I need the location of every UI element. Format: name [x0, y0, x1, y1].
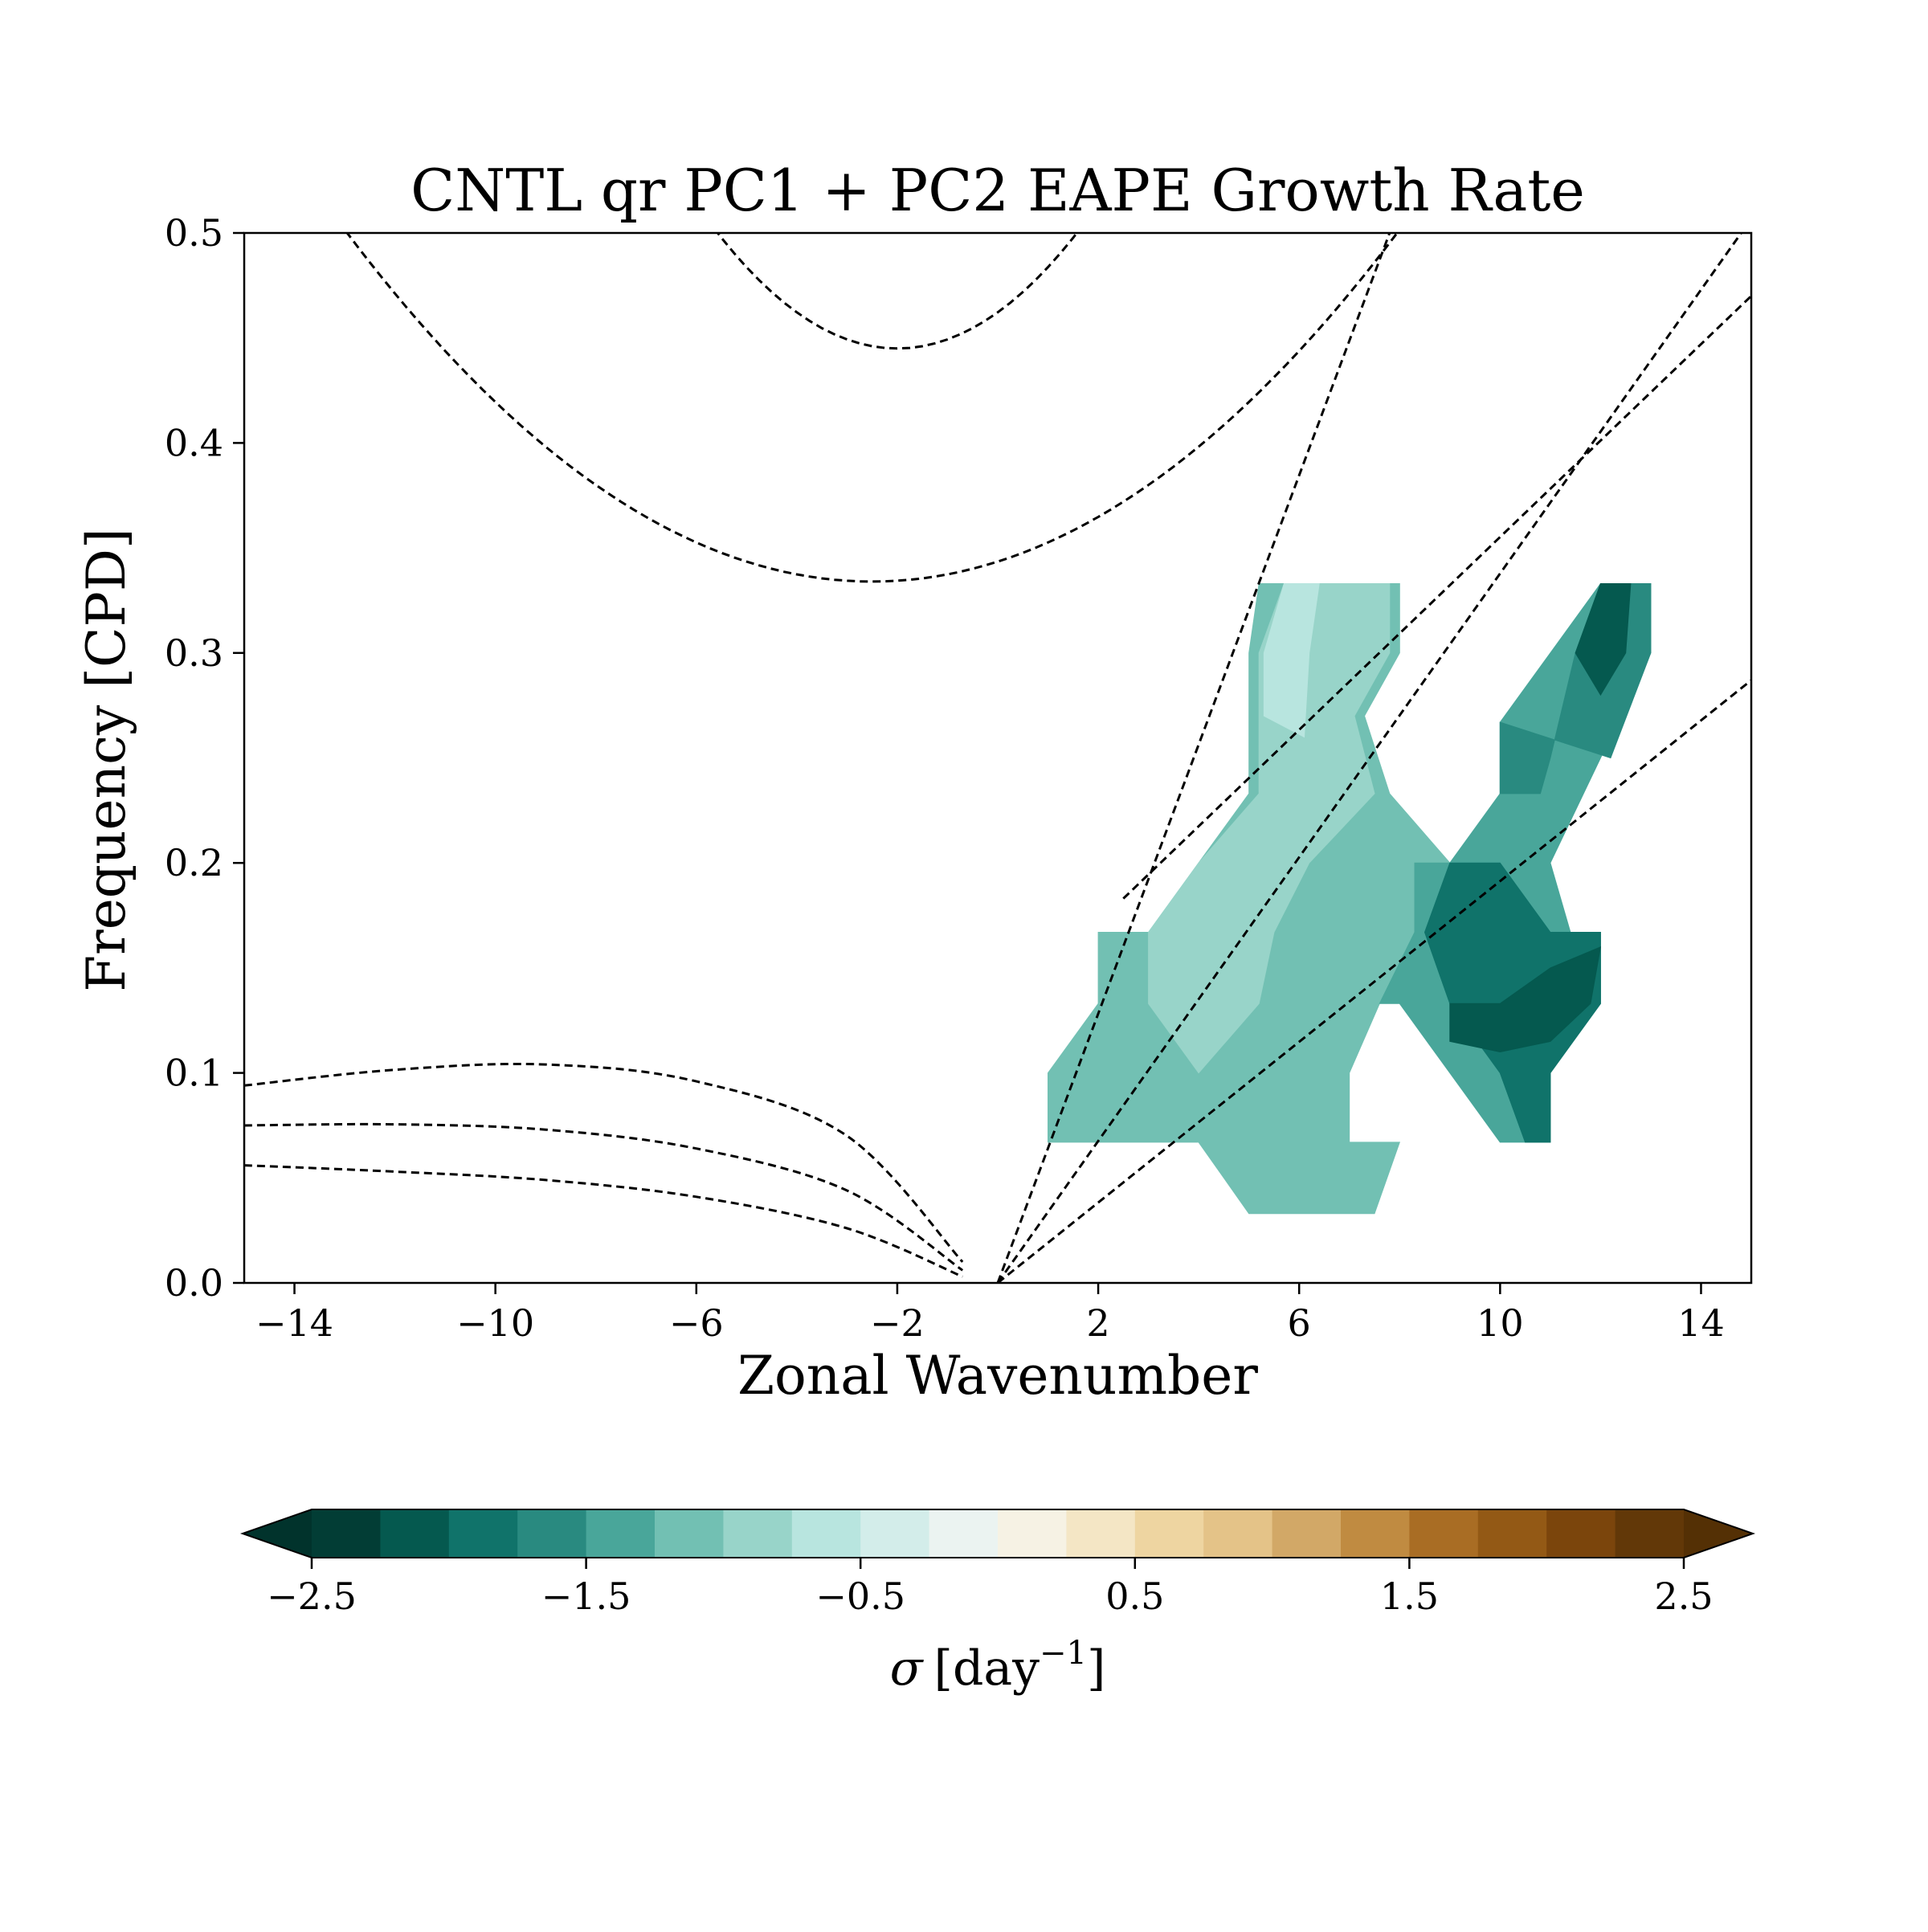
- dispersion-curve-5: [244, 1164, 963, 1278]
- x-tick-label: 6: [1288, 1301, 1311, 1345]
- colorbar-tick-label: −0.5: [815, 1575, 905, 1618]
- colorbar-label-close: ]: [1087, 1640, 1105, 1697]
- colorbar-label-open: [day: [934, 1640, 1040, 1697]
- colorbar-cell: [1272, 1509, 1342, 1558]
- x-tick-label: 2: [1086, 1301, 1109, 1345]
- colorbar-label-exponent: −1: [1040, 1635, 1087, 1672]
- x-tick-label: 10: [1477, 1301, 1524, 1345]
- dispersion-curves: [244, 233, 1751, 1283]
- plot-frame: [243, 231, 1753, 1285]
- colorbar-cell: [1477, 1509, 1547, 1558]
- contour-region-8: [1575, 583, 1632, 696]
- colorbar-cells: [239, 1509, 1756, 1558]
- colorbar-cell: [1341, 1509, 1410, 1558]
- colorbar-cell: [1615, 1509, 1685, 1558]
- contour-region-2: [1148, 583, 1391, 1074]
- x-tick-label: −6: [669, 1301, 724, 1345]
- x-tick-label: −10: [456, 1301, 534, 1345]
- y-tick-label: 0.2: [165, 841, 223, 884]
- y-tick-label: 0.0: [165, 1261, 223, 1305]
- colorbar-cell: [791, 1509, 861, 1558]
- colorbar-cell: [723, 1509, 793, 1558]
- colorbar-cell: [448, 1509, 518, 1558]
- x-axis-ticks: −14 −10 −6 −2 2 6 10 14: [255, 1283, 1725, 1345]
- dispersion-curve-3: [244, 1062, 964, 1263]
- colorbar-ticks: −2.5 −1.5 −0.5 0.5 1.5 2.5: [267, 1558, 1714, 1618]
- colorbar-cell: [860, 1509, 930, 1558]
- colorbar-cell: [1546, 1509, 1616, 1558]
- x-tick-label: 14: [1677, 1301, 1725, 1345]
- x-tick-label: −14: [255, 1301, 333, 1345]
- colorbar-tick-label: −1.5: [541, 1575, 631, 1618]
- x-tick-label: −2: [870, 1301, 925, 1345]
- colorbar-cell: [517, 1509, 587, 1558]
- colorbar-cell: [655, 1509, 724, 1558]
- dispersion-curve-8: [997, 679, 1751, 1283]
- dispersion-curve-7: [996, 233, 1742, 1283]
- colorbar-cell: [586, 1509, 656, 1558]
- dispersion-curve-4: [244, 1122, 964, 1272]
- colorbar-cell: [380, 1509, 450, 1558]
- dispersion-curve-9: [1122, 295, 1751, 900]
- colorbar-label: σ [day−1]: [890, 1635, 1106, 1697]
- y-axis-label: Frequency [CPD]: [76, 528, 137, 991]
- colorbar: −2.5 −1.5 −0.5 0.5 1.5 2.5 σ [day−1]: [239, 1509, 1756, 1697]
- colorbar-cell: [1409, 1509, 1479, 1558]
- contour-region-3: [1263, 583, 1320, 738]
- colorbar-extend-max: [1684, 1509, 1753, 1558]
- dispersion-curve-6: [996, 233, 1391, 1283]
- plot-area: −14 −10 −6 −2 2 6 10 14 0.0 0.1 0.2 0.3 0.4 0.5: [165, 211, 1753, 1345]
- colorbar-cell: [312, 1509, 381, 1558]
- y-axis-ticks: 0.0 0.1 0.2 0.3 0.4 0.5: [165, 211, 244, 1305]
- colorbar-extend-min: [243, 1509, 312, 1558]
- dispersion-curve-1: [716, 233, 1079, 350]
- x-axis-label: Zonal Wavenumber: [737, 1345, 1258, 1407]
- filled-contours: [1048, 583, 1652, 1215]
- colorbar-tick-label: 1.5: [1380, 1575, 1439, 1618]
- colorbar-tick-label: 0.5: [1105, 1575, 1164, 1618]
- colorbar-tick-label: −2.5: [267, 1575, 357, 1618]
- y-tick-label: 0.5: [165, 211, 223, 255]
- colorbar-cell: [1134, 1509, 1204, 1558]
- colorbar-cell: [1203, 1509, 1273, 1558]
- colorbar-cell: [998, 1509, 1067, 1558]
- y-tick-label: 0.3: [165, 631, 223, 675]
- colorbar-cell: [929, 1509, 999, 1558]
- colorbar-cell: [1066, 1509, 1136, 1558]
- colorbar-label-sigma: σ: [890, 1640, 925, 1697]
- contour-region-7: [1449, 946, 1602, 1053]
- dispersion-curve-2: [345, 233, 1399, 583]
- y-tick-label: 0.4: [165, 421, 223, 464]
- y-tick-label: 0.1: [165, 1052, 223, 1095]
- colorbar-tick-label: 2.5: [1654, 1575, 1713, 1618]
- chart-title: CNTL qr PC1 + PC2 EAPE Growth Rate: [411, 157, 1585, 224]
